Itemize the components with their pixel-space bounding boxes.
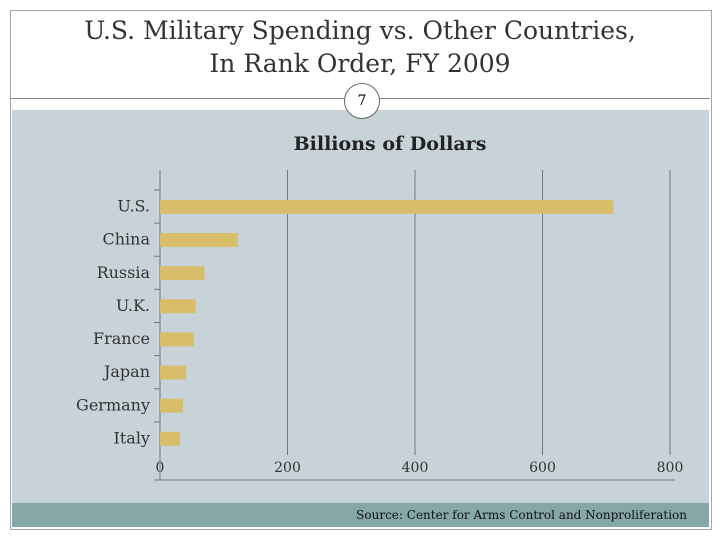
chart-background <box>12 110 709 503</box>
bar <box>160 332 194 347</box>
x-tick-label: 400 <box>402 460 429 476</box>
x-tick-label: 600 <box>529 460 556 476</box>
footer-bar: Source: Center for Arms Control and Nonp… <box>12 503 709 527</box>
title-line-2: In Rank Order, FY 2009 <box>209 49 511 78</box>
y-category-label: China <box>102 230 150 249</box>
bar <box>160 266 205 281</box>
x-tick-label: 800 <box>657 460 684 476</box>
bar <box>160 233 238 247</box>
x-tick-label: 200 <box>274 460 301 476</box>
title-line-1: U.S. Military Spending vs. Other Countri… <box>84 16 636 45</box>
bar <box>160 431 180 446</box>
slide-frame <box>10 10 712 530</box>
page-number: 7 <box>344 83 380 119</box>
y-category-label: Germany <box>76 395 150 414</box>
bar <box>160 398 183 413</box>
y-category-label: France <box>93 329 150 348</box>
chart-title: Billions of Dollars <box>294 133 487 155</box>
y-category-label: Italy <box>114 428 150 447</box>
bar <box>160 299 196 314</box>
bar <box>160 365 187 380</box>
slide-title: U.S. Military Spending vs. Other Countri… <box>0 14 720 80</box>
y-category-label: Japan <box>102 362 150 381</box>
y-category-label: Russia <box>97 263 151 282</box>
bar <box>160 199 614 214</box>
y-category-label: U.K. <box>116 296 150 315</box>
source-note: Source: Center for Arms Control and Nonp… <box>356 508 687 522</box>
y-category-label: U.S. <box>117 197 150 216</box>
